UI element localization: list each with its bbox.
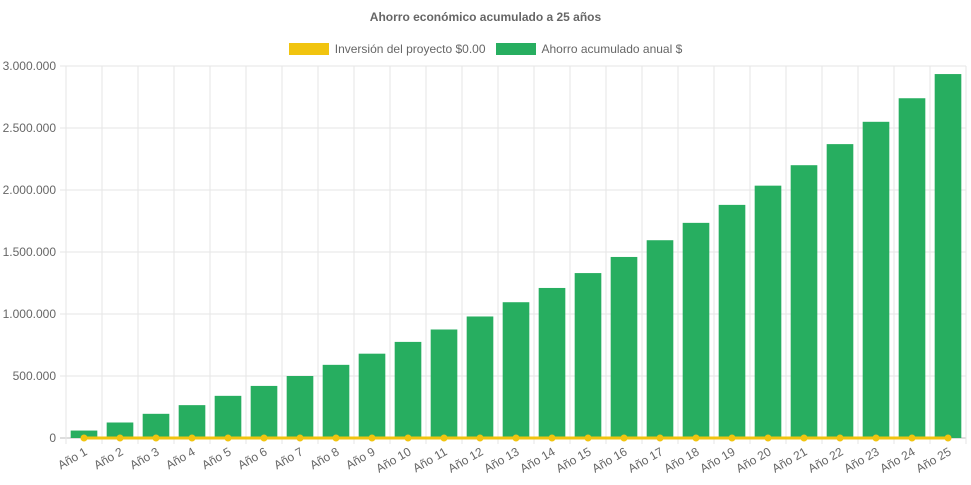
x-tick-label: Año 21 bbox=[770, 444, 810, 475]
point-inversion[interactable] bbox=[548, 434, 556, 442]
point-inversion[interactable] bbox=[764, 434, 772, 442]
point-inversion[interactable] bbox=[620, 434, 628, 442]
x-tick-label: Año 17 bbox=[626, 444, 666, 475]
point-inversion[interactable] bbox=[116, 434, 124, 442]
point-inversion[interactable] bbox=[80, 434, 88, 442]
x-tick-label: Año 4 bbox=[163, 444, 197, 472]
point-inversion[interactable] bbox=[692, 434, 700, 442]
x-tick-label: Año 8 bbox=[307, 444, 341, 472]
bar-ahorro[interactable] bbox=[934, 74, 962, 438]
bar-ahorro[interactable] bbox=[862, 121, 890, 439]
point-inversion[interactable] bbox=[584, 434, 592, 442]
bar-ahorro[interactable] bbox=[142, 413, 170, 438]
point-inversion[interactable] bbox=[224, 434, 232, 442]
y-tick-label: 500.000 bbox=[13, 369, 57, 383]
bar-ahorro[interactable] bbox=[466, 316, 494, 438]
bar-ahorro[interactable] bbox=[322, 364, 350, 438]
point-inversion[interactable] bbox=[656, 434, 664, 442]
legend-label-savings: Ahorro acumulado anual $ bbox=[541, 42, 683, 56]
x-tick-label: Año 10 bbox=[374, 444, 414, 475]
x-tick-label: Año 24 bbox=[878, 444, 918, 475]
point-inversion[interactable] bbox=[296, 434, 304, 442]
bar-ahorro[interactable] bbox=[538, 287, 566, 438]
y-tick-label: 1.000.000 bbox=[3, 307, 57, 321]
point-inversion[interactable] bbox=[944, 434, 952, 442]
x-tick-label: Año 9 bbox=[343, 444, 377, 472]
x-tick-label: Año 5 bbox=[199, 444, 233, 472]
y-tick-label: 0 bbox=[49, 431, 56, 445]
bar-ahorro[interactable] bbox=[898, 98, 926, 439]
chart-title: Ahorro económico acumulado a 25 años bbox=[369, 10, 602, 24]
y-tick-label: 2.500.000 bbox=[3, 121, 57, 135]
x-tick-label: Año 14 bbox=[518, 444, 558, 475]
bar-ahorro[interactable] bbox=[718, 204, 746, 438]
x-tick-label: Año 12 bbox=[446, 444, 486, 475]
legend-item-investment[interactable]: Inversión del proyecto $0.00 bbox=[288, 42, 486, 56]
bar-ahorro[interactable] bbox=[754, 185, 782, 438]
x-tick-label: Año 25 bbox=[914, 444, 954, 475]
bar-ahorro[interactable] bbox=[358, 353, 386, 438]
point-inversion[interactable] bbox=[368, 434, 376, 442]
bar-ahorro[interactable] bbox=[430, 329, 458, 439]
bar-ahorro[interactable] bbox=[214, 395, 242, 438]
x-tick-label: Año 18 bbox=[662, 444, 702, 475]
x-tick-label: Año 19 bbox=[698, 444, 738, 475]
bar-ahorro[interactable] bbox=[646, 240, 674, 438]
bar-ahorro[interactable] bbox=[106, 422, 134, 439]
point-inversion[interactable] bbox=[440, 434, 448, 442]
x-tick-label: Año 3 bbox=[127, 444, 161, 472]
legend-swatch-savings bbox=[495, 43, 536, 55]
point-inversion[interactable] bbox=[404, 434, 412, 442]
point-inversion[interactable] bbox=[872, 434, 880, 442]
bar-ahorro[interactable] bbox=[286, 376, 314, 438]
point-inversion[interactable] bbox=[476, 434, 484, 442]
point-inversion[interactable] bbox=[728, 434, 736, 442]
x-tick-label: Año 6 bbox=[235, 444, 269, 472]
x-tick-label: Año 1 bbox=[55, 444, 89, 472]
point-inversion[interactable] bbox=[908, 434, 916, 442]
x-tick-label: Año 7 bbox=[271, 444, 305, 472]
point-inversion[interactable] bbox=[800, 434, 808, 442]
bar-ahorro[interactable] bbox=[250, 385, 278, 438]
y-tick-label: 1.500.000 bbox=[3, 245, 57, 259]
bar-ahorro[interactable] bbox=[394, 341, 422, 438]
bar-ahorro[interactable] bbox=[826, 144, 854, 438]
y-tick-label: 2.000.000 bbox=[3, 183, 57, 197]
bar-ahorro[interactable] bbox=[178, 405, 206, 438]
point-inversion[interactable] bbox=[260, 434, 268, 442]
x-tick-label: Año 23 bbox=[842, 444, 882, 475]
legend-label-investment: Inversión del proyecto $0.00 bbox=[334, 42, 486, 56]
bar-ahorro[interactable] bbox=[610, 256, 638, 438]
x-tick-label: Año 22 bbox=[806, 444, 846, 475]
point-inversion[interactable] bbox=[152, 434, 160, 442]
x-tick-label: Año 13 bbox=[482, 444, 522, 475]
x-tick-label: Año 20 bbox=[734, 444, 774, 475]
point-inversion[interactable] bbox=[512, 434, 520, 442]
x-tick-label: Año 15 bbox=[554, 444, 594, 475]
legend: Inversión del proyecto $0.00 Ahorro acum… bbox=[0, 42, 971, 56]
y-tick-label: 3.000.000 bbox=[3, 59, 57, 73]
bar-ahorro[interactable] bbox=[682, 222, 710, 438]
x-tick-label: Año 11 bbox=[410, 444, 449, 475]
legend-item-savings[interactable]: Ahorro acumulado anual $ bbox=[495, 42, 683, 56]
bar-ahorro[interactable] bbox=[790, 165, 818, 438]
bar-ahorro[interactable] bbox=[502, 302, 530, 438]
point-inversion[interactable] bbox=[836, 434, 844, 442]
x-tick-label: Año 2 bbox=[91, 444, 125, 472]
point-inversion[interactable] bbox=[188, 434, 196, 442]
point-inversion[interactable] bbox=[332, 434, 340, 442]
bar-ahorro[interactable] bbox=[70, 430, 98, 438]
bar-ahorro[interactable] bbox=[574, 273, 602, 438]
legend-swatch-investment bbox=[288, 43, 329, 55]
x-tick-label: Año 16 bbox=[590, 444, 630, 475]
